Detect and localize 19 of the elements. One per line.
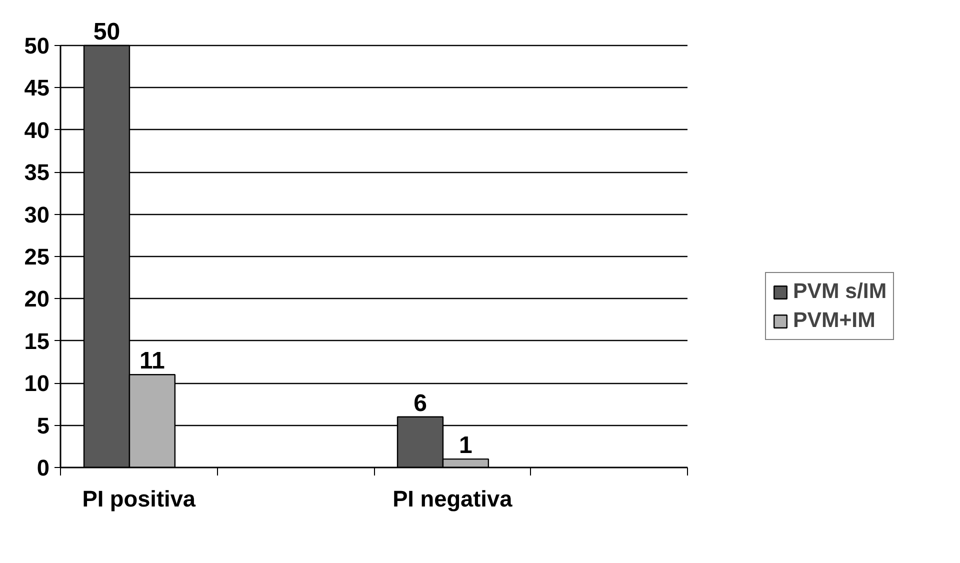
x-tick-label: PI positiva — [82, 486, 196, 512]
y-tick-label: 15 — [24, 328, 50, 354]
y-tick-label: 35 — [24, 159, 50, 186]
y-tick-label: 30 — [24, 201, 50, 228]
y-tick-label: 0 — [36, 454, 50, 480]
legend-label: PVM s/IM — [793, 279, 887, 304]
y-tick-label: 10 — [24, 370, 50, 396]
data-label: 50 — [93, 18, 120, 46]
y-tick-label: 45 — [24, 74, 50, 101]
x-tick-label: PI negativa — [392, 486, 513, 512]
y-tick-label: 20 — [24, 286, 50, 312]
data-label: 6 — [414, 390, 427, 417]
y-tick-label: 40 — [24, 116, 50, 143]
y-tick-label: 50 — [24, 32, 50, 58]
data-label: 11 — [140, 348, 165, 375]
data-label: 1 — [459, 432, 472, 460]
y-tick-label: 25 — [24, 244, 50, 270]
y-tick-label: 5 — [36, 412, 50, 438]
legend-label: PVM+IM — [793, 308, 876, 333]
